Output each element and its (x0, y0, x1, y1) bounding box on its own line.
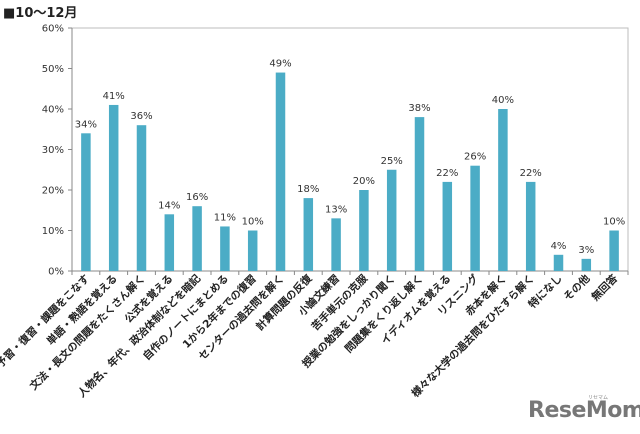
resemom-logo: ReseMom (528, 398, 640, 423)
bar (81, 133, 91, 271)
plot-area-border (71, 27, 629, 272)
data-label: 18% (297, 184, 319, 195)
data-label: 10% (603, 217, 625, 228)
data-label: 36% (130, 111, 152, 122)
data-label: 11% (214, 212, 236, 223)
y-tick-label: 60% (42, 24, 64, 35)
y-tick-label: 20% (42, 186, 64, 197)
bar (164, 214, 175, 271)
data-label: 16% (186, 192, 208, 203)
bar (442, 181, 453, 271)
x-tick-label: 文法・長文の問題をたくさん解く (26, 272, 147, 393)
chart-title: ■10～12月 (3, 6, 78, 21)
bar (331, 218, 341, 271)
bar (108, 104, 119, 271)
bar (136, 125, 147, 271)
bar (414, 117, 425, 271)
data-label: 40% (492, 95, 514, 106)
bar (498, 109, 508, 271)
data-label: 20% (353, 176, 375, 187)
x-tick-label: その他 (561, 272, 593, 304)
bar (386, 169, 397, 271)
data-label: 26% (464, 152, 486, 163)
y-tick-label: 40% (42, 105, 64, 116)
data-label: 10% (242, 217, 264, 228)
data-label: 34% (75, 119, 97, 130)
data-label: 49% (269, 59, 291, 70)
data-label: 3% (578, 245, 594, 256)
bar (359, 190, 369, 271)
bar (609, 230, 619, 271)
data-label: 14% (158, 200, 180, 211)
data-label: 13% (325, 204, 347, 215)
bar (470, 165, 480, 271)
data-label: 38% (408, 103, 430, 114)
y-tick-label: 30% (42, 145, 64, 156)
y-tick-label: 10% (42, 226, 64, 237)
data-label: 25% (381, 156, 403, 167)
y-tick-label: 0% (48, 267, 64, 278)
data-label: 4% (551, 241, 567, 252)
bar (247, 230, 258, 271)
bar (553, 254, 564, 271)
resemom-logo-ruby: リセマム (588, 395, 609, 401)
data-label: 41% (103, 91, 125, 102)
bar (192, 206, 202, 271)
data-label: 22% (520, 168, 542, 179)
bar (525, 181, 536, 271)
x-tick-label: 無回答 (589, 272, 621, 304)
bar (303, 198, 314, 271)
bar (220, 226, 230, 271)
bar (275, 72, 286, 271)
bar (581, 258, 592, 271)
data-label: 22% (436, 168, 458, 179)
y-tick-label: 50% (42, 64, 64, 75)
